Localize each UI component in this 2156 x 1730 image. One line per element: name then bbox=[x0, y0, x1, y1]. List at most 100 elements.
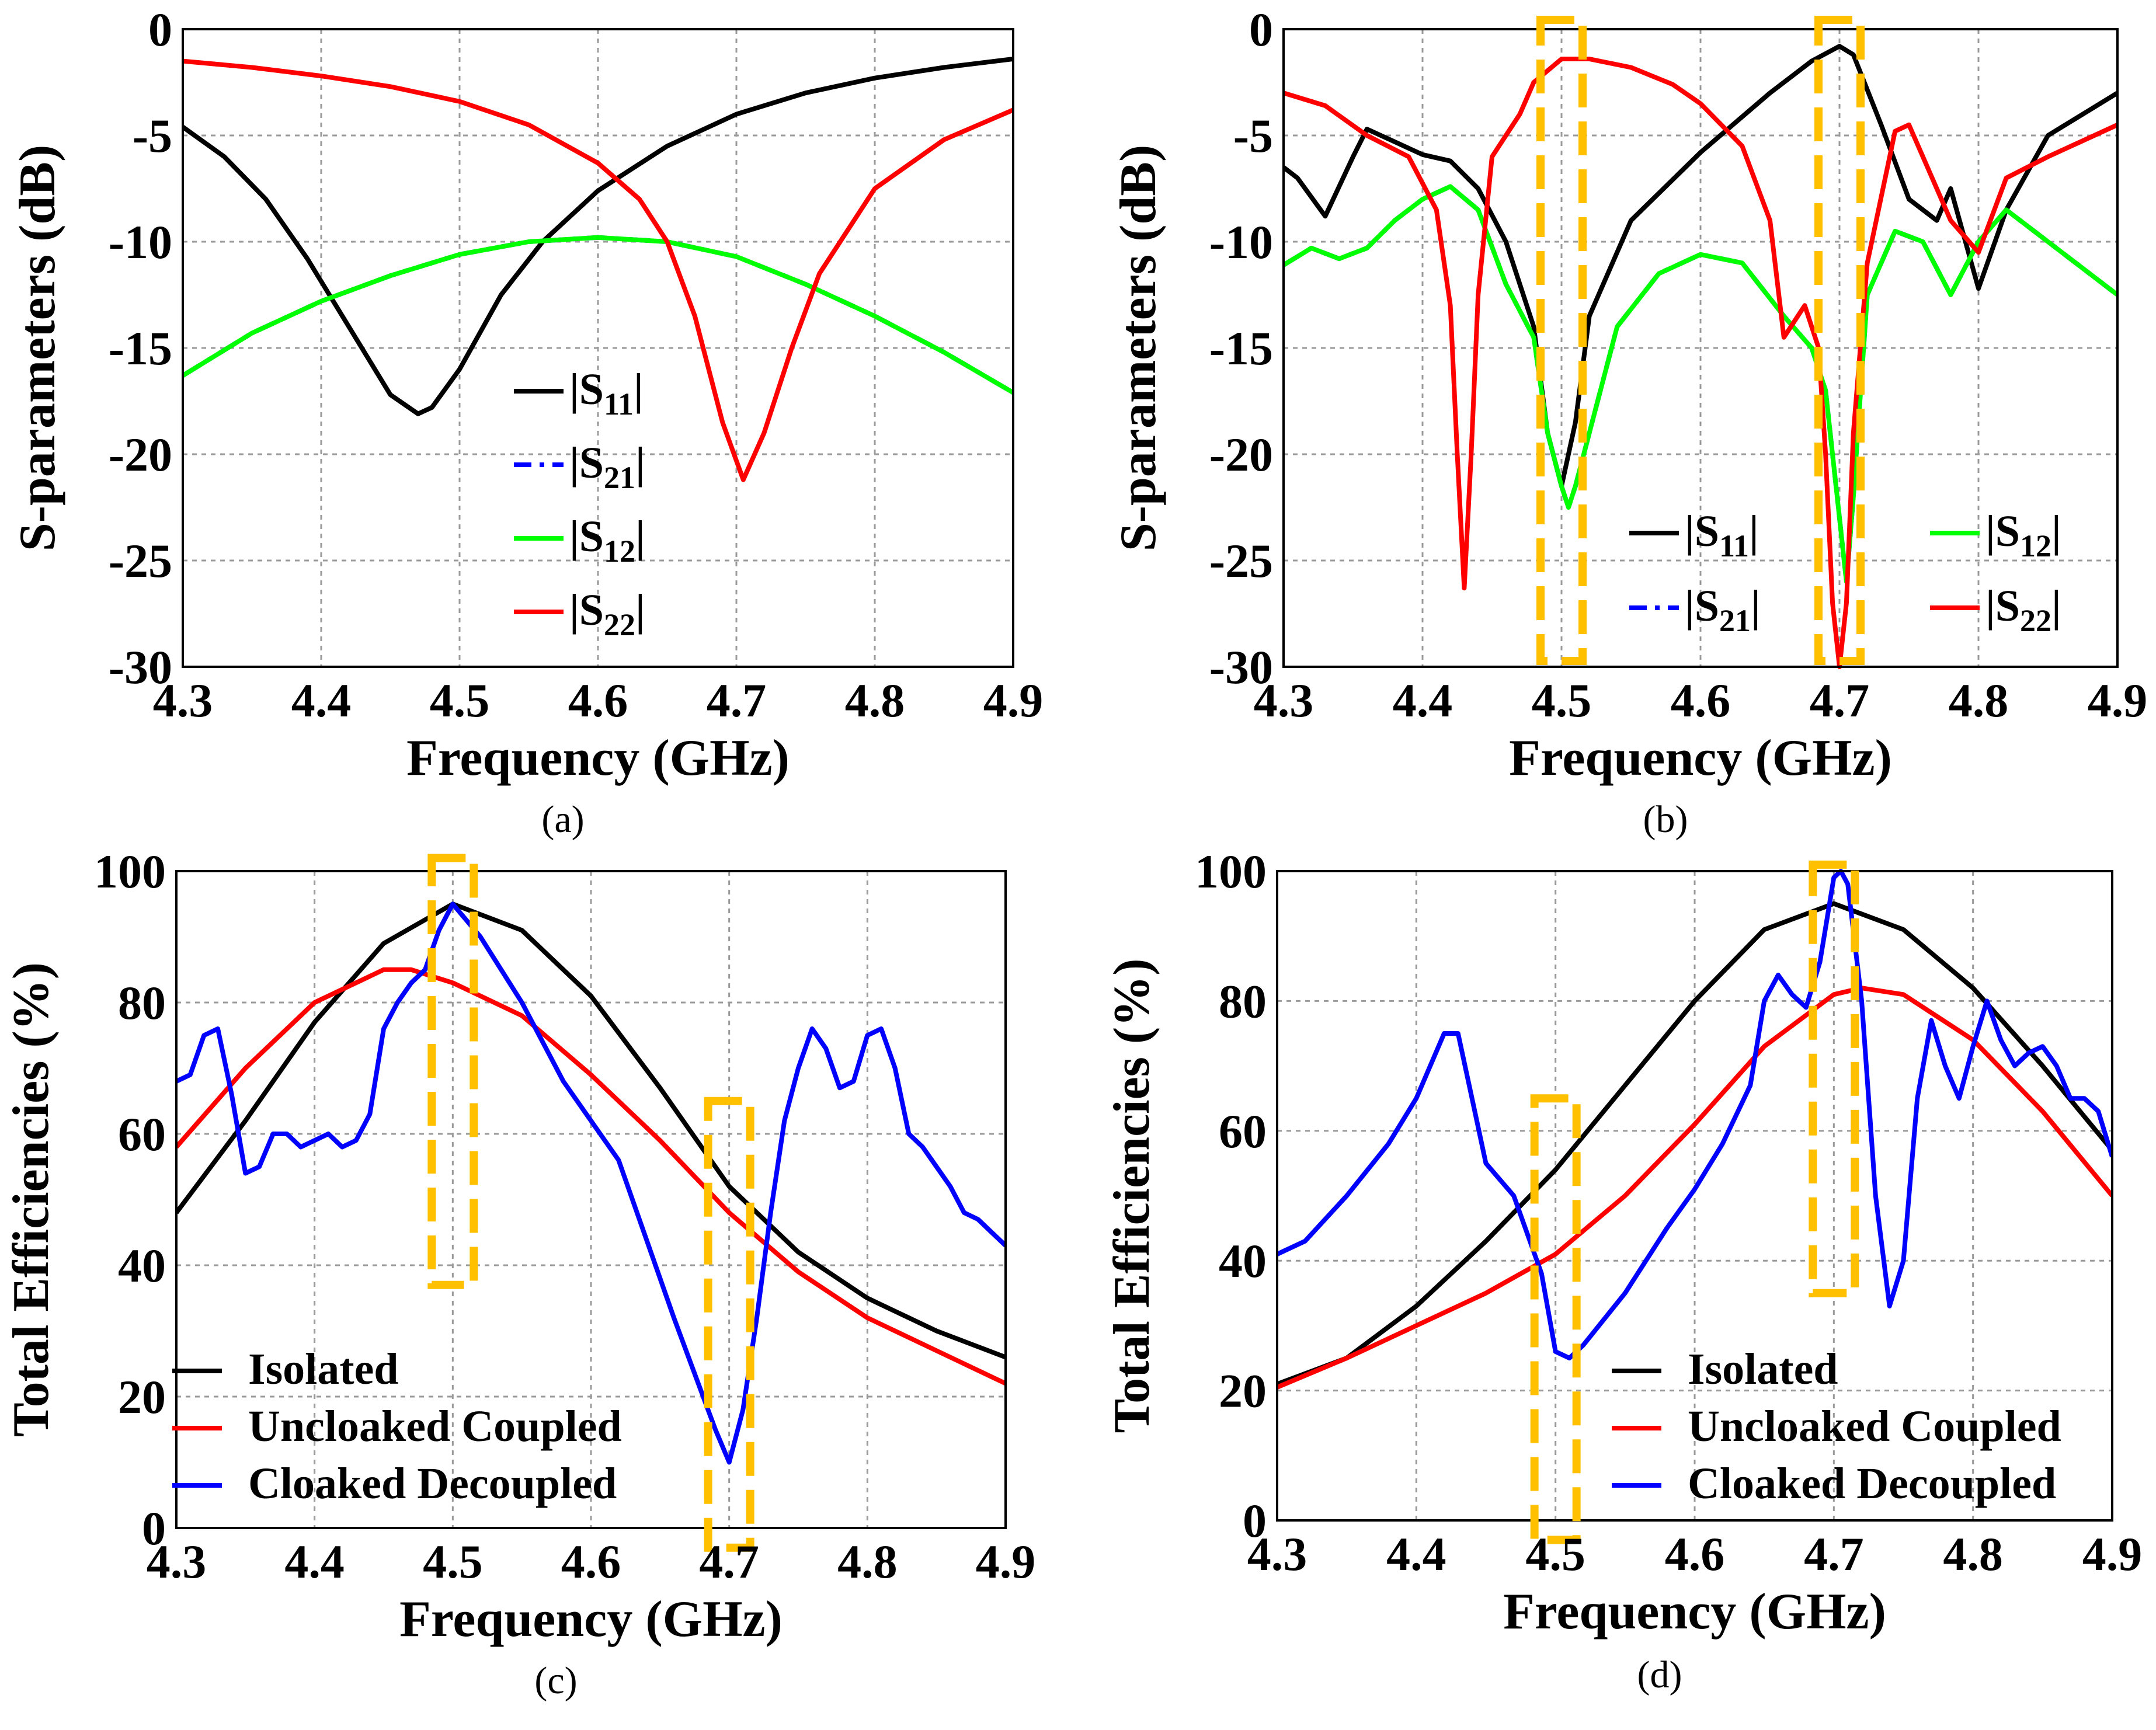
chart-panel-c: 4.3 4.4 4.5 4.6 4.7 4.8 4.9 100 80 60 40 20 0 Frequen… bbox=[3, 845, 1035, 1702]
plot-frame bbox=[182, 28, 1014, 668]
legend: Isolated Uncloaked Coupled Cloaked Decoupl… bbox=[172, 1345, 622, 1508]
legend-label-main: |S bbox=[569, 365, 604, 414]
legend-label: Isolated bbox=[1688, 1345, 1838, 1394]
x-tick-label: 4.5 bbox=[423, 1535, 483, 1588]
x-axis-label: Frequency (GHz) bbox=[399, 1591, 783, 1648]
legend-label-end: | bbox=[1751, 582, 1761, 631]
legend-label: |S22| bbox=[1985, 582, 2061, 638]
series-line-uncloakedcoupled bbox=[176, 967, 1006, 1386]
y-tick-label: -30 bbox=[1209, 641, 1273, 694]
y-tick-label: 0 bbox=[1249, 3, 1273, 56]
legend-label-main: |S bbox=[1985, 582, 2020, 631]
plot-frame bbox=[175, 870, 1007, 1529]
x-tick-label: 4.9 bbox=[2082, 1527, 2143, 1581]
series-line-s22 bbox=[1284, 57, 2117, 669]
chart-panel-d: 4.3 4.4 4.5 4.6 4.7 4.8 4.9 100 80 60 40 20 0 Frequen… bbox=[1104, 845, 2142, 1696]
panel-caption: (a) bbox=[541, 798, 584, 841]
plot-frame bbox=[1282, 28, 2119, 668]
x-axis-label: Frequency (GHz) bbox=[1509, 730, 1892, 786]
legend-label: |S12| bbox=[569, 512, 645, 569]
x-tick-label: 4.4 bbox=[291, 674, 352, 727]
y-tick-label: -5 bbox=[133, 109, 172, 162]
series-line-isolated bbox=[176, 901, 1006, 1360]
legend-label-subscript: 22 bbox=[2020, 603, 2051, 638]
panel-caption: (b) bbox=[1643, 798, 1688, 841]
x-tick-label: 4.4 bbox=[1393, 674, 1453, 727]
series-line-cloakeddecoupled bbox=[176, 901, 1006, 1465]
x-tick-label: 4.8 bbox=[1949, 674, 2009, 727]
x-tick-label: 4.3 bbox=[1247, 1527, 1307, 1581]
x-axis-label: Frequency (GHz) bbox=[1503, 1583, 1886, 1640]
y-tick-label: 0 bbox=[142, 1502, 166, 1555]
legend-label-subscript: 12 bbox=[2020, 528, 2051, 563]
x-tick-label: 4.3 bbox=[153, 674, 213, 727]
legend-label-subscript: 12 bbox=[604, 534, 635, 569]
grid bbox=[1284, 29, 2117, 667]
x-tick-label: 4.5 bbox=[1532, 674, 1592, 727]
grid bbox=[1277, 871, 2112, 1520]
x-tick-label: 4.6 bbox=[561, 1535, 621, 1588]
x-tick-label: 4.3 bbox=[1254, 674, 1314, 727]
legend-label-subscript: 21 bbox=[604, 460, 635, 495]
y-tick-label: -15 bbox=[109, 322, 172, 375]
y-tick-label: 80 bbox=[1219, 974, 1267, 1028]
legend-label: Isolated bbox=[248, 1345, 399, 1394]
x-tick-label: 4.7 bbox=[1804, 1527, 1864, 1581]
x-tick-label: 4.4 bbox=[1386, 1527, 1446, 1581]
series-line-s22 bbox=[183, 58, 1013, 482]
series-line-s12 bbox=[183, 235, 1013, 395]
legend-label-end: | bbox=[635, 586, 645, 635]
y-tick-label: 80 bbox=[118, 976, 166, 1029]
x-tick-label: 4.6 bbox=[1665, 1527, 1725, 1581]
highlight-box bbox=[1530, 1094, 1581, 1544]
chart-panel-a: 4.3 4.4 4.5 4.6 4.7 4.8 4.9 0 -5 -10 -15 -20 -25 -30 F… bbox=[9, 3, 1043, 841]
x-tick-label: 4.4 bbox=[284, 1535, 345, 1588]
legend-label-end: | bbox=[2051, 507, 2061, 556]
legend-label-main: |S bbox=[1685, 582, 1719, 631]
legend-label-end: | bbox=[634, 365, 644, 414]
x-tick-label: 4.7 bbox=[699, 1535, 759, 1588]
y-tick-label: 40 bbox=[118, 1239, 166, 1292]
panel-caption: (d) bbox=[1637, 1654, 1682, 1696]
y-tick-label: 0 bbox=[148, 3, 172, 56]
legend-label-end: | bbox=[1749, 507, 1759, 556]
legend-label-end: | bbox=[2051, 582, 2061, 631]
x-tick-label: 4.9 bbox=[2088, 674, 2148, 727]
plot-frame bbox=[1276, 870, 2113, 1522]
x-tick-label: 4.8 bbox=[1943, 1527, 2003, 1581]
legend-label-subscript: 11 bbox=[604, 387, 634, 422]
legend-label: Cloaked Decoupled bbox=[248, 1459, 617, 1508]
highlight-box bbox=[704, 1097, 754, 1552]
legend-label-end: | bbox=[635, 512, 645, 561]
y-tick-label: 20 bbox=[1219, 1364, 1267, 1418]
x-tick-label: 4.7 bbox=[707, 674, 767, 727]
legend-label: Uncloaked Coupled bbox=[248, 1402, 622, 1451]
legend-label-main: |S bbox=[569, 438, 604, 488]
x-tick-label: 4.8 bbox=[837, 1535, 898, 1588]
legend-label: |S21| bbox=[1685, 582, 1761, 638]
legend: |S11||S21||S12||S22| bbox=[1629, 507, 2061, 638]
highlight-box bbox=[1814, 16, 1865, 665]
series-group bbox=[176, 901, 1006, 1465]
x-tick-label: 4.8 bbox=[845, 674, 905, 727]
legend-label-subscript: 11 bbox=[1719, 528, 1749, 563]
x-tick-label: 4.7 bbox=[1810, 674, 1870, 727]
y-tick-label: -15 bbox=[1209, 322, 1273, 375]
legend-label-main: |S bbox=[569, 586, 604, 635]
panel-caption: (c) bbox=[534, 1659, 577, 1702]
series-group bbox=[1284, 44, 2117, 669]
series-line-isolated bbox=[1277, 901, 2112, 1387]
y-tick-label: -25 bbox=[1209, 534, 1273, 587]
y-axis-label: Total Efficiencies (%) bbox=[1104, 958, 1160, 1433]
legend-label: |S11| bbox=[569, 365, 644, 422]
y-tick-label: 100 bbox=[1195, 845, 1267, 898]
y-tick-label: -20 bbox=[109, 428, 172, 481]
y-tick-label: -20 bbox=[1209, 428, 1273, 481]
x-tick-label: 4.5 bbox=[1525, 1527, 1585, 1581]
legend-label: |S22| bbox=[569, 586, 645, 642]
y-tick-label: 60 bbox=[118, 1108, 166, 1161]
legend-label: |S21| bbox=[569, 438, 645, 495]
series-group bbox=[183, 57, 1013, 482]
y-axis-label: S-parameters (dB) bbox=[1110, 145, 1167, 552]
